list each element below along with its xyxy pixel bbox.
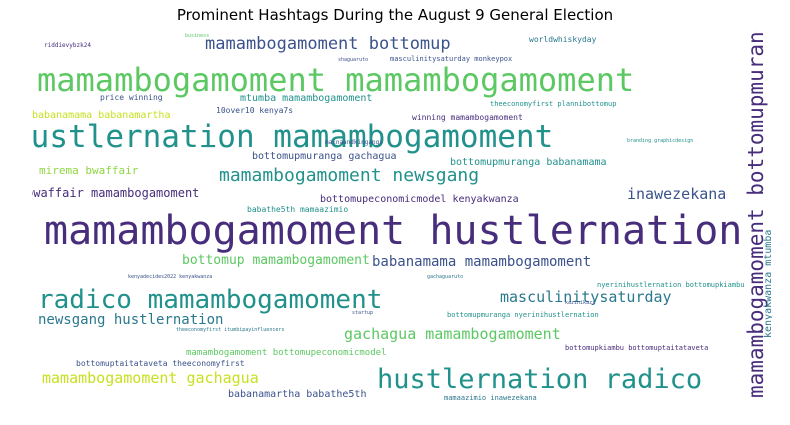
word-w17: kenyakwanza mtumba xyxy=(763,229,772,338)
word-w5: hustlernation radico xyxy=(377,364,703,395)
word-w24: babanamartha babathe5th xyxy=(228,389,367,400)
word-w15: inawezekana xyxy=(627,185,727,203)
word-w9: babanamama mamambogamoment xyxy=(372,254,592,270)
word-w3: hustlernation mamambogamoment xyxy=(32,119,554,155)
word-w42: mainaandkingangi xyxy=(325,139,383,146)
word-cloud: mamambogamoment hustlernation mamambogam… xyxy=(32,30,772,410)
word-w35: bottomupmuranga nyerinihustlernation xyxy=(447,311,599,319)
word-w25: mamambogamoment bottomupeconomicmodel xyxy=(186,348,387,358)
word-w19: babanamama babanamartha xyxy=(32,110,171,121)
word-w23: bottomupeconomicmodel kenyakwanza xyxy=(320,194,519,205)
word-w11: gachagua mamambogamoment xyxy=(344,325,561,343)
word-w39: theeconomyfirst itumbipayinfluencers xyxy=(176,327,285,333)
word-w21: bottomupmuranga babanamama xyxy=(450,157,607,168)
word-w7: mamambogamoment newsgang xyxy=(219,165,480,186)
word-w27: price winning xyxy=(100,93,163,102)
word-w36: bottomupkiambu bottomuptaitataveta xyxy=(565,344,709,352)
word-w20: mtumba mamambogamoment xyxy=(240,93,373,104)
word-w44: kazinikazi xyxy=(565,300,596,306)
word-w37: mamaazimio inawezekana xyxy=(444,394,537,402)
word-w22: bottomupmuranga gachagua xyxy=(252,151,397,162)
word-w4: mamambogamoment bottomupmuranga xyxy=(744,30,768,398)
word-w41: riddievybzk24 xyxy=(44,42,91,49)
chart-title: Prominent Hashtags During the August 9 G… xyxy=(176,6,614,24)
word-w34: nyerinihustlernation bottomupkiambu xyxy=(597,281,745,289)
word-w38: kenyadecides2022 kenyakwanza xyxy=(128,274,213,280)
word-w32: masculinitysaturday monkeypox xyxy=(390,55,513,63)
word-w18: mirema bwaffair xyxy=(39,164,139,177)
word-w10: bottomup mamambogamoment xyxy=(182,253,370,268)
word-w8: mamambogamoment bottomup xyxy=(205,34,451,54)
word-w45: startup xyxy=(352,310,374,316)
word-w14: newsgang hustlernation xyxy=(38,312,224,328)
word-w12: masculinitysaturday xyxy=(500,288,672,306)
word-w28: 10over10 kenya7s xyxy=(216,106,294,115)
word-w16: bwaffair mamambogamoment xyxy=(32,186,200,200)
word-w40: gachaguaruto xyxy=(427,274,464,280)
word-w2: mamambogamoment mamambogamoment xyxy=(37,61,635,99)
word-w46: business xyxy=(185,33,210,39)
word-w31: worldwhiskyday xyxy=(529,35,597,44)
word-w30: winning mamambogamoment xyxy=(412,113,523,122)
word-w26: bottomuptaitataveta theeconomyfirst xyxy=(76,359,245,368)
word-w1: mamambogamoment hustlernation xyxy=(44,208,743,254)
word-w47: branding graphicdesign xyxy=(627,138,694,144)
word-w43: shaguaruto xyxy=(338,57,369,63)
word-w13: mamambogamoment gachagua xyxy=(42,369,259,387)
word-w33: theeconomyfirst plannibottomup xyxy=(490,100,617,108)
word-w29: babathe5th mamaazimio xyxy=(247,205,349,214)
word-w6: radico mamambogamoment xyxy=(38,285,383,315)
